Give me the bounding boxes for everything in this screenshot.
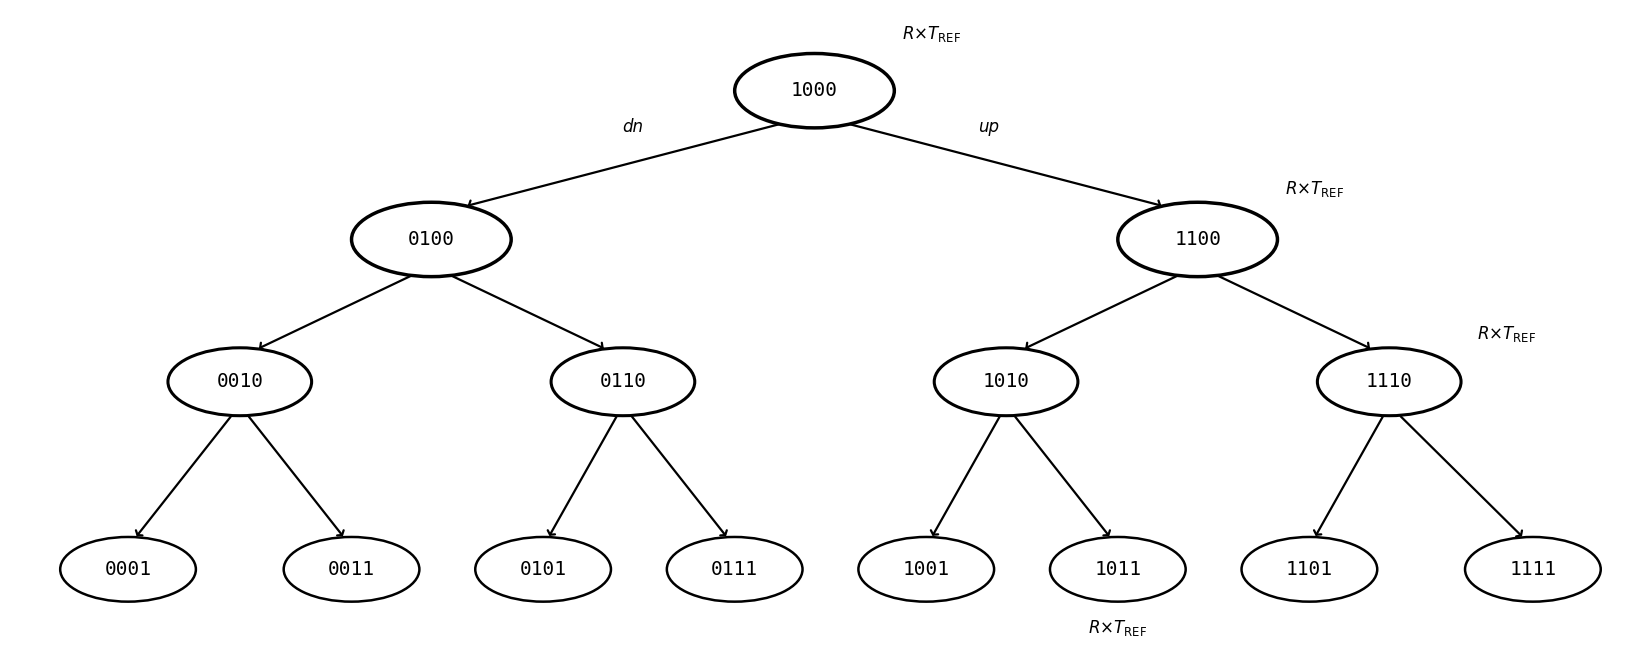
Text: $\mathit{R}{\times}\mathit{T}_{\rm REF}$: $\mathit{R}{\times}\mathit{T}_{\rm REF}$ [1088, 618, 1147, 638]
Text: 0100: 0100 [407, 230, 454, 249]
Text: $\mathit{R}{\times}\mathit{T}_{\rm REF}$: $\mathit{R}{\times}\mathit{T}_{\rm REF}$ [1285, 180, 1344, 199]
Ellipse shape [60, 537, 195, 602]
Ellipse shape [933, 348, 1078, 416]
Text: 1101: 1101 [1285, 560, 1333, 579]
Ellipse shape [1464, 537, 1601, 602]
Text: 0101: 0101 [520, 560, 567, 579]
Ellipse shape [1318, 348, 1461, 416]
Ellipse shape [666, 537, 803, 602]
Text: 1001: 1001 [902, 560, 950, 579]
Ellipse shape [476, 537, 611, 602]
Ellipse shape [283, 537, 419, 602]
Ellipse shape [168, 348, 311, 416]
Text: 0001: 0001 [104, 560, 151, 579]
Text: 1000: 1000 [792, 81, 837, 100]
Text: $\mathit{R}{\times}\mathit{T}_{\rm REF}$: $\mathit{R}{\times}\mathit{T}_{\rm REF}$ [1478, 324, 1536, 345]
Text: dn: dn [622, 117, 643, 135]
Ellipse shape [1051, 537, 1186, 602]
Text: up: up [977, 117, 999, 135]
Text: 0011: 0011 [327, 560, 375, 579]
Text: 1111: 1111 [1510, 560, 1556, 579]
Text: 1010: 1010 [982, 372, 1030, 391]
Text: 1011: 1011 [1095, 560, 1142, 579]
Text: 1100: 1100 [1175, 230, 1222, 249]
Ellipse shape [1117, 202, 1277, 277]
Ellipse shape [858, 537, 994, 602]
Ellipse shape [735, 53, 894, 128]
Text: $\mathit{R}{\times}\mathit{T}_{\rm REF}$: $\mathit{R}{\times}\mathit{T}_{\rm REF}$ [902, 24, 961, 44]
Text: 0111: 0111 [712, 560, 757, 579]
Ellipse shape [551, 348, 694, 416]
Text: 0010: 0010 [217, 372, 264, 391]
Text: 1110: 1110 [1365, 372, 1412, 391]
Ellipse shape [352, 202, 512, 277]
Text: 0110: 0110 [599, 372, 647, 391]
Ellipse shape [1241, 537, 1377, 602]
